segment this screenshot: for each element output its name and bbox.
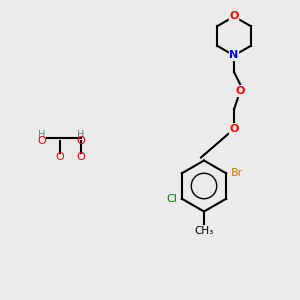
Text: H: H — [38, 130, 46, 140]
Text: O: O — [229, 124, 239, 134]
Text: Br: Br — [231, 168, 243, 178]
Text: CH₃: CH₃ — [194, 226, 214, 236]
Text: Cl: Cl — [167, 194, 177, 204]
Text: N: N — [230, 50, 238, 61]
Text: O: O — [229, 11, 239, 22]
Text: H: H — [77, 130, 85, 140]
Text: O: O — [76, 136, 85, 146]
Text: O: O — [38, 136, 46, 146]
Text: O: O — [235, 86, 245, 97]
Text: O: O — [76, 152, 85, 163]
Text: O: O — [56, 152, 64, 163]
